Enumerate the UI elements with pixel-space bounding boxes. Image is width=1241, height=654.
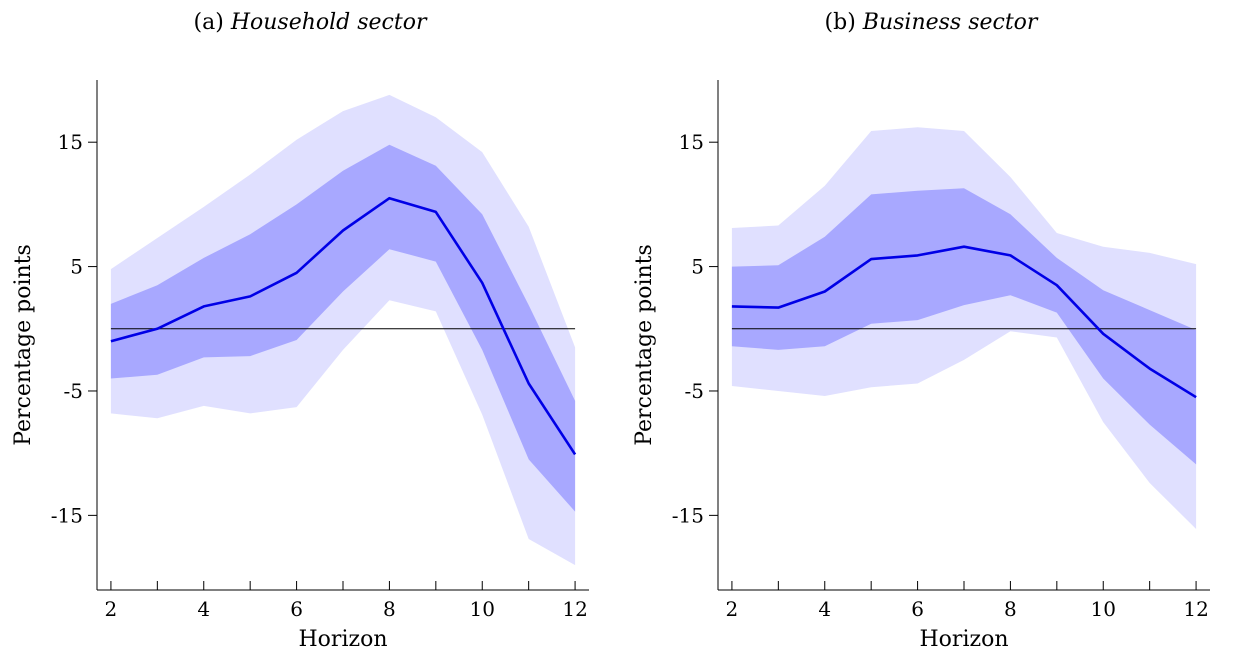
chart-svg: -15 -5 5 15 2 4 6 8 10 12 Horizon Percentage points (632, 80, 1210, 652)
y-tick-label: 15 (58, 130, 83, 154)
point-estimate-line (731, 245, 1197, 399)
panel-name: Business sector (862, 10, 1038, 35)
y-tick-label: -15 (51, 503, 83, 527)
inner-confidence-band (110, 144, 576, 512)
x-axis-label: Horizon (920, 627, 1009, 652)
x-tick-label: 6 (911, 597, 924, 621)
panel-title: (b) Business sector (621, 10, 1241, 35)
y-tick-label: 5 (691, 255, 704, 279)
panel-title: (a) Household sector (0, 10, 620, 35)
x-tick-label: 2 (726, 597, 739, 621)
x-tick-label: 12 (562, 597, 587, 621)
y-axis-label: Percentage points (632, 244, 657, 446)
x-tick-label: 12 (1183, 597, 1208, 621)
chart-svg: -15 -5 5 15 2 4 6 8 10 12 Horizon Percentage points (11, 80, 589, 652)
y-tick-label: 15 (679, 130, 704, 154)
y-axis-label: Percentage points (11, 244, 36, 446)
y-tick-label: -15 (672, 503, 704, 527)
x-tick-label: 8 (1004, 597, 1017, 621)
x-tick-label: 6 (290, 597, 303, 621)
y-tick-label: -5 (685, 379, 704, 403)
panel-letter: (a) (193, 10, 224, 35)
inner-confidence-band (731, 188, 1197, 465)
x-tick-label: 10 (1091, 597, 1116, 621)
x-axis-label: Horizon (299, 627, 388, 652)
panel-letter: (b) (824, 10, 856, 35)
x-tick-label: 10 (470, 597, 495, 621)
x-tick-label: 8 (383, 597, 396, 621)
x-tick-label: 2 (105, 597, 118, 621)
y-tick-label: 5 (70, 255, 83, 279)
chart-panel-business: (b) Business sector -15 -5 5 15 2 4 6 8 10 12 Hori… (621, 0, 1241, 654)
x-tick-label: 4 (197, 597, 210, 621)
x-tick-label: 4 (818, 597, 831, 621)
point-estimate-line (110, 196, 577, 456)
chart-panel-household: (a) Household sector -15 -5 5 15 2 4 6 8 10 12 Hor… (0, 0, 620, 654)
y-tick-label: -5 (64, 379, 83, 403)
panel-name: Household sector (230, 10, 427, 35)
